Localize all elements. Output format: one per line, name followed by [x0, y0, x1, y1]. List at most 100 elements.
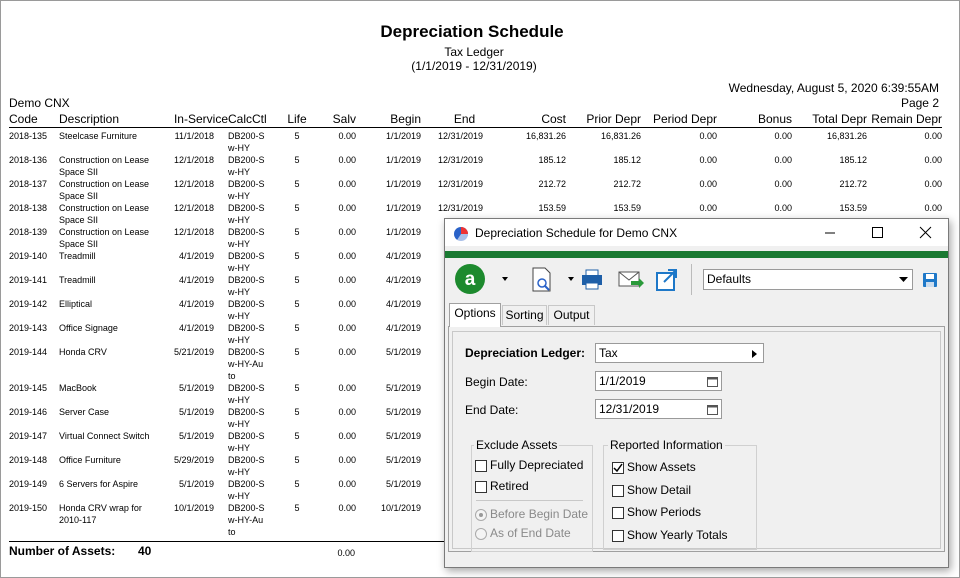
- report-period: (1/1/2019 - 12/31/2019): [411, 59, 537, 73]
- checkbox[interactable]: [612, 529, 624, 542]
- window-buttons[interactable]: [823, 226, 941, 240]
- cell: 2018-138: [9, 203, 48, 213]
- check-path: [613, 463, 623, 473]
- cell: 10/1/2019: [173, 503, 214, 513]
- cell: 212.72: [538, 179, 566, 189]
- save-icon[interactable]: [922, 272, 938, 288]
- radio-label: Before Begin Date: [490, 507, 589, 521]
- column-header: End: [453, 112, 476, 126]
- icon-part: [537, 278, 547, 288]
- dialog-title: Depreciation Schedule for Demo CNX: [475, 226, 678, 240]
- calc-ctl-line: w-HY: [228, 335, 250, 345]
- tab[interactable]: Output: [548, 305, 595, 325]
- cell: 5: [294, 479, 300, 489]
- toolbar[interactable]: a: [451, 261, 701, 297]
- cell: 0.00: [338, 179, 356, 189]
- cell: 5: [294, 347, 300, 357]
- cell: 5/1/2019: [178, 383, 214, 393]
- cell: 0.00: [338, 455, 356, 465]
- calc-ctl-line: w-HY: [228, 419, 250, 429]
- begin-field[interactable]: 1/1/2019: [595, 371, 722, 391]
- checkbox[interactable]: [612, 484, 624, 497]
- cell: 153.59: [613, 203, 641, 213]
- calc-ctl-cell: DB200-S w-HY: [228, 226, 281, 250]
- calc-ctl-cell: DB200-S w-HY: [228, 478, 281, 502]
- cell: 0.00: [774, 179, 792, 189]
- cell: 2019-142: [9, 299, 48, 309]
- cell: 0.00: [338, 227, 356, 237]
- end-value: 12/31/2019: [599, 402, 660, 416]
- separator: [476, 500, 583, 501]
- cell: 1/1/2019: [385, 131, 421, 141]
- cell: 0.00: [338, 323, 356, 333]
- calc-ctl-line: to: [228, 371, 236, 381]
- cell: 212.72: [613, 179, 641, 189]
- cell: 0.00: [338, 131, 356, 141]
- calendar-icon[interactable]: [707, 376, 718, 387]
- calc-ctl-line: w-HY: [228, 263, 250, 273]
- cell: 2019-146: [9, 407, 48, 417]
- cell: 5/1/2019: [385, 383, 421, 393]
- cell: 185.12: [538, 155, 566, 165]
- calc-ctl-cell: DB200-S w-HY: [228, 406, 281, 430]
- cell: 4/1/2019: [385, 323, 421, 333]
- tab[interactable]: Options: [449, 303, 501, 327]
- calc-ctl-line: DB200-S: [228, 383, 265, 393]
- calc-ctl-line: DB200-S: [228, 479, 265, 489]
- column-header: Salv: [332, 112, 356, 126]
- calc-ctl-line: w-HY: [228, 239, 250, 249]
- icon-part: [568, 277, 574, 281]
- column-header: Bonus: [757, 112, 792, 126]
- cell: 12/31/2019: [438, 203, 484, 213]
- app-icon: [454, 227, 469, 242]
- preset-value: Defaults: [707, 272, 752, 286]
- cell: 0.00: [924, 131, 942, 141]
- icon-part: [926, 282, 934, 287]
- checkbox[interactable]: [612, 507, 624, 519]
- column-header: Begin: [390, 112, 421, 126]
- cell: 5/1/2019: [178, 431, 214, 441]
- cell: 0.00: [338, 203, 356, 213]
- cell: 5: [294, 275, 300, 285]
- cell: 12/31/2019: [438, 155, 484, 165]
- cell: 153.59: [538, 203, 566, 213]
- cell: 5: [294, 407, 300, 417]
- calendar-icon[interactable]: [707, 404, 718, 415]
- calc-ctl-cell: DB200-S w-HY: [228, 178, 281, 202]
- exclude-title: Exclude Assets: [474, 438, 560, 452]
- checkbox[interactable]: [475, 460, 487, 472]
- calc-ctl-line: DB200-S: [228, 299, 265, 309]
- cell: 185.12: [613, 155, 641, 165]
- column-header: Description: [59, 112, 120, 126]
- checkbox[interactable]: [475, 481, 487, 493]
- icon-part: a: [465, 269, 476, 290]
- cell: Honda CRV: [59, 347, 107, 357]
- cell: 5: [294, 383, 300, 393]
- calc-ctl-line: DB200-S: [228, 203, 265, 213]
- cell: 5/1/2019: [385, 407, 421, 417]
- checkbox-label: Show Detail: [627, 482, 692, 497]
- tab[interactable]: Sorting: [502, 305, 547, 325]
- calc-ctl-line: DB200-S: [228, 407, 265, 417]
- checkbox[interactable]: [612, 462, 624, 474]
- cell: 153.59: [839, 203, 867, 213]
- preset-select[interactable]: Defaults: [703, 269, 913, 290]
- cell: Construction on Lease Space SII: [59, 155, 150, 177]
- column-header: Remain Depr: [871, 112, 942, 126]
- ledger-field[interactable]: Tax: [595, 343, 764, 363]
- calc-ctl-line: w-HY: [228, 491, 250, 501]
- calc-ctl-line: DB200-S: [228, 431, 265, 441]
- cell: 12/31/2019: [438, 179, 484, 189]
- radio-dot: [479, 513, 483, 517]
- end-field[interactable]: 12/31/2019: [595, 399, 722, 419]
- icon-part: [455, 264, 485, 294]
- cell: 12/1/2018: [173, 179, 214, 189]
- cell: 2019-145: [9, 383, 48, 393]
- calc-ctl-line: DB200-S: [228, 455, 265, 465]
- radio-label: As of End Date: [490, 526, 571, 540]
- column-header: Life: [287, 112, 307, 126]
- cell: 5/1/2019: [385, 347, 421, 357]
- icon-part: [663, 269, 677, 283]
- dropdown-arrow: [899, 277, 908, 282]
- checkbox-label: Fully Depreciated: [490, 458, 584, 472]
